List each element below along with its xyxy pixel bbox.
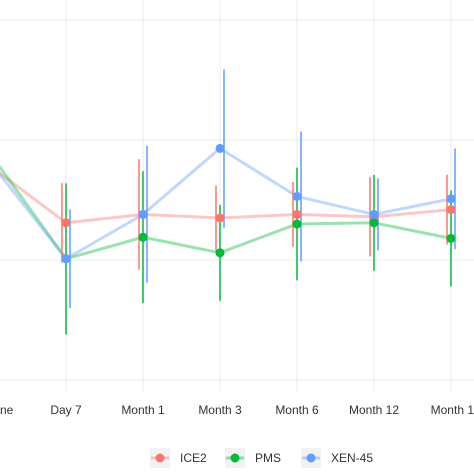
data-point [215,213,225,223]
data-point [369,209,379,219]
legend-label: PMS [255,451,281,465]
series-line [0,171,452,225]
x-tick-label: Month 1 [431,403,474,417]
series-line [0,146,452,261]
x-tick-label: Month 6 [275,403,319,417]
data-point [292,209,302,219]
data-point [446,205,456,215]
data-point [61,218,71,228]
data-point [446,194,456,204]
data-point [215,143,225,153]
data-point [215,248,225,258]
data-point [292,219,302,229]
x-tick-label: Month 12 [349,403,399,417]
series-line [0,164,452,261]
legend-key-dot [155,453,165,463]
x-tick-label: ne [0,403,14,417]
data-point [446,233,456,243]
data-point [138,232,148,242]
legend-label: ICE2 [180,451,207,465]
legend-label: XEN-45 [331,451,373,465]
x-tick-label: Month 3 [198,403,242,417]
x-tick-label: Month 1 [121,403,165,417]
legend-key-dot [306,453,316,463]
data-point [292,191,302,201]
data-point [61,254,71,264]
x-tick-label: Day 7 [50,403,82,417]
legend-key-dot [230,453,240,463]
data-point [138,209,148,219]
data-point [369,218,379,228]
